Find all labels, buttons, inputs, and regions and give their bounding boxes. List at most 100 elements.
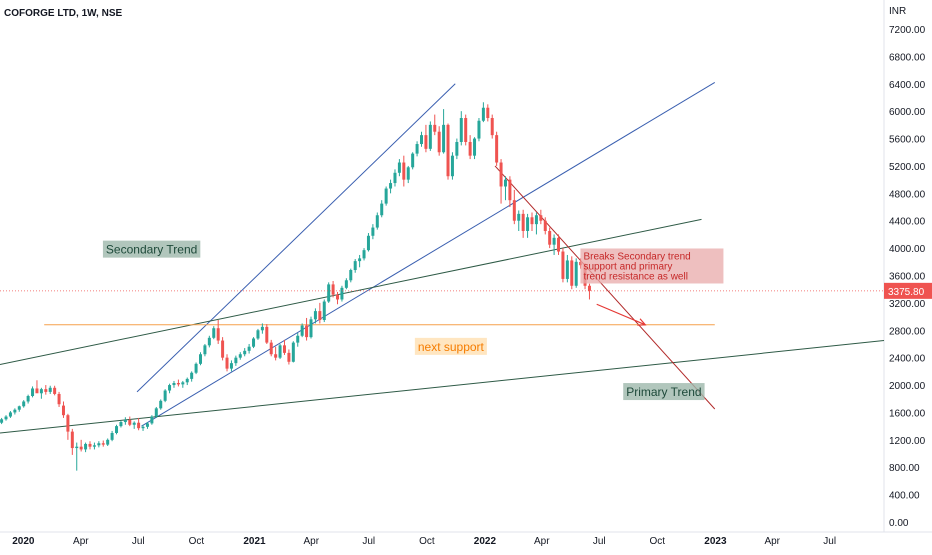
candle-down <box>70 428 74 455</box>
candle-body <box>110 432 114 440</box>
candle-body <box>530 217 534 225</box>
candle-up <box>181 380 185 388</box>
primary-trend-box <box>623 383 705 401</box>
candle-down <box>512 189 516 225</box>
down-arrow-head <box>637 318 647 326</box>
candle-body <box>31 388 35 397</box>
candle-down <box>216 320 220 344</box>
channel-upper <box>136 83 456 393</box>
candle-up <box>260 323 264 334</box>
y-tick-label: 5600.00 <box>889 135 926 146</box>
candle-up <box>473 137 477 160</box>
candle-up <box>207 335 211 348</box>
candle-body <box>221 340 225 358</box>
candle-body <box>402 162 406 180</box>
candle-body <box>154 408 158 417</box>
candle-down <box>225 354 229 372</box>
candle-up <box>145 422 149 429</box>
candle-body <box>106 439 110 445</box>
candle-up <box>75 442 79 471</box>
candle-up <box>340 285 344 302</box>
secondary-trend-label: Secondary Trend <box>106 243 197 257</box>
next-support-box <box>414 337 487 355</box>
candle-body <box>473 138 477 156</box>
candle-body <box>172 383 176 386</box>
candle-body <box>282 345 286 353</box>
candle-up <box>4 415 8 421</box>
candle-body <box>305 325 309 338</box>
candle-up <box>190 371 194 382</box>
primary-trend-line <box>0 340 885 434</box>
candle-up <box>428 121 432 151</box>
candle-up <box>185 377 189 386</box>
candle-body <box>521 213 525 231</box>
candle-body <box>508 179 512 201</box>
candle-down <box>437 126 441 156</box>
candle-body <box>406 167 410 180</box>
candle-up <box>17 405 21 412</box>
candle-body <box>318 311 322 321</box>
y-tick-label: 1200.00 <box>889 436 926 447</box>
y-tick-label: 3200.00 <box>889 299 926 310</box>
candle-body <box>163 390 167 401</box>
candle-body <box>442 124 446 153</box>
candle-body <box>446 124 450 177</box>
candle-body <box>534 215 538 225</box>
candle-body <box>44 389 48 392</box>
candle-up <box>534 212 538 235</box>
candle-up <box>229 360 233 372</box>
candle-down <box>88 441 92 450</box>
candle-up <box>353 259 357 273</box>
candle-down <box>570 256 574 290</box>
x-tick-label: Apr <box>73 536 89 547</box>
candle-body <box>464 118 468 142</box>
candle-up <box>84 442 88 453</box>
candle-down <box>79 439 83 452</box>
candle-up <box>517 210 521 231</box>
candle-up <box>327 282 331 303</box>
candle-up <box>459 111 463 146</box>
candle-body <box>75 446 79 449</box>
y-tick-label: 800.00 <box>889 463 920 474</box>
candle-body <box>415 144 419 154</box>
x-tick-label: Oct <box>650 536 666 547</box>
candle-body <box>101 443 105 445</box>
candle-down <box>137 417 141 431</box>
breaks-note-line: Breaks Secondary trend <box>583 251 690 262</box>
y-tick-label: 3600.00 <box>889 272 926 283</box>
candle-down <box>128 416 132 427</box>
candle-body <box>128 419 132 425</box>
candle-body <box>278 345 282 358</box>
candle-body <box>141 426 145 429</box>
candle-up <box>141 424 145 431</box>
x-tick-label: 2022 <box>474 536 497 547</box>
candle-body <box>570 260 574 286</box>
candle-body <box>97 443 101 446</box>
candle-body <box>477 120 481 139</box>
candle-up <box>375 212 379 230</box>
candle-body <box>84 443 88 450</box>
candle-body <box>495 135 499 163</box>
axes: 0.00 400.00 800.00 1200.00 1600.00 2000.00 240… <box>12 25 932 547</box>
candle-body <box>459 118 463 142</box>
y-tick-label: 400.00 <box>889 491 920 502</box>
candle-up <box>163 389 167 403</box>
candle-body <box>380 203 384 216</box>
annotations: Secondary Trend next support Primary Trend… <box>102 240 724 401</box>
trend-lines <box>0 81 885 434</box>
candle-up <box>22 400 26 408</box>
candle-body <box>561 251 565 279</box>
candle-up <box>322 299 326 323</box>
candle-down <box>587 283 591 300</box>
secondary-trend-support <box>141 81 716 427</box>
candle-body <box>366 235 370 251</box>
candle-down <box>35 380 39 394</box>
candle-down <box>486 104 490 122</box>
candle-down <box>331 280 335 298</box>
candle-down <box>221 337 225 361</box>
candle-up <box>309 316 313 339</box>
candle-body <box>66 415 70 432</box>
candle-body <box>150 416 154 424</box>
candle-up <box>172 380 176 388</box>
